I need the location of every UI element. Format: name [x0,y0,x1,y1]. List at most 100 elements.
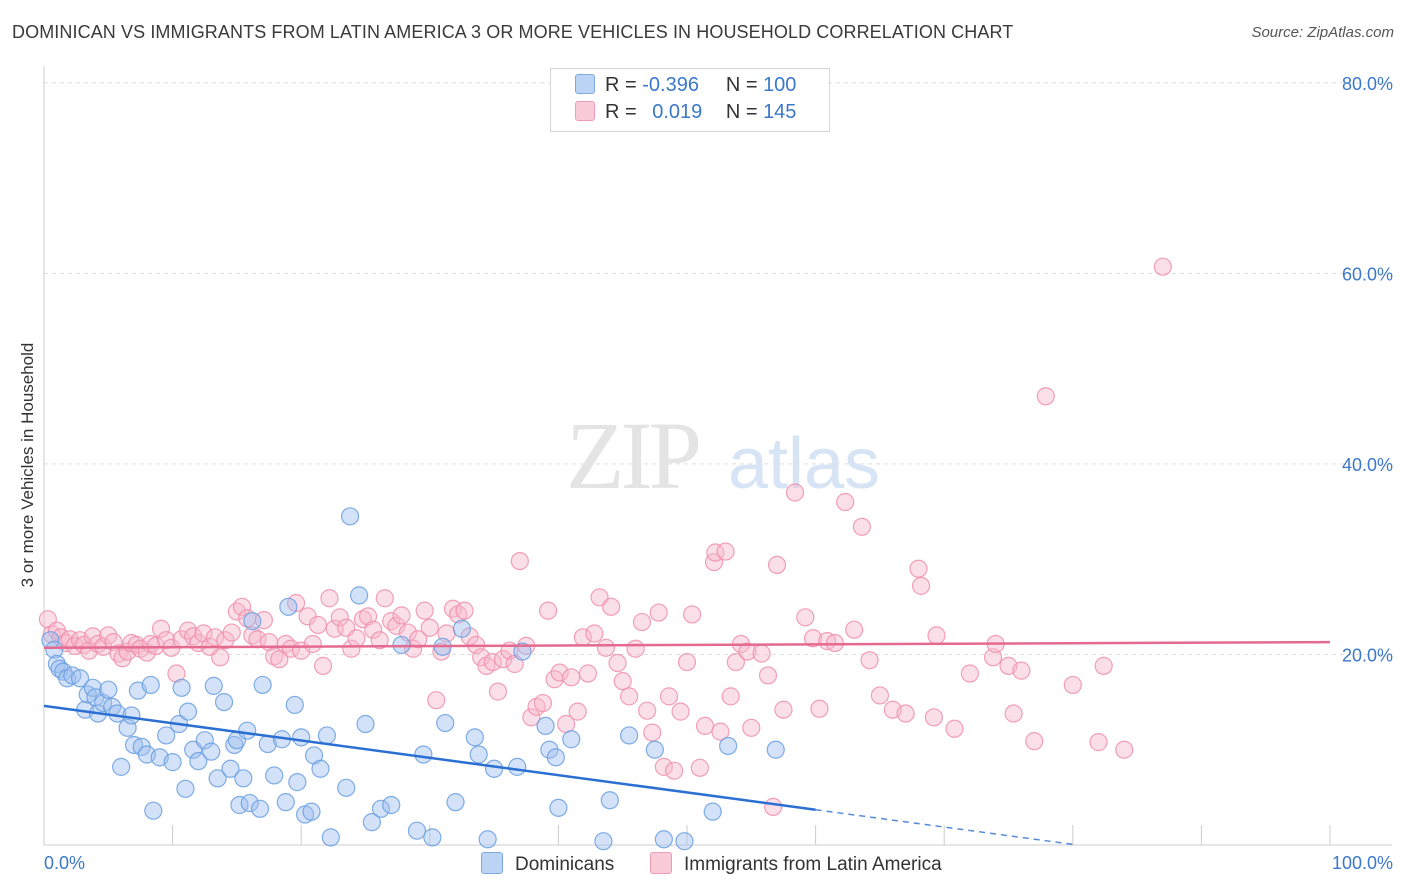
data-point-dominicans [719,736,738,756]
data-point-latin [387,616,406,635]
data-point-latin [1025,732,1044,751]
data-point-dominicans [407,821,427,840]
data-point-dominicans [508,757,527,776]
y-tick-label: 60.0% [1342,264,1393,284]
legend-r-label: R = [605,101,637,123]
data-point-latin [1036,387,1055,406]
data-point-latin [1089,733,1108,752]
legend-label-dominicans: Dominicans [515,854,615,875]
data-point-latin [270,650,289,669]
legend-swatch-pink [650,852,672,874]
legend-r-label: R = [605,74,637,96]
data-point-latin [533,693,553,713]
data-point-latin [711,722,730,741]
data-point-latin [752,644,771,663]
data-point-latin [483,652,502,672]
data-point-dominicans [144,801,163,820]
data-point-dominicans [157,726,176,745]
y-axis-label-wrap: 3 or more Vehicles in Household [18,343,38,588]
legend-row-dominicans: R = -0.396 N = 100 [575,74,796,100]
chart-title: DOMINICAN VS IMMIGRANTS FROM LATIN AMERI… [12,22,1014,42]
data-point-dominicans [234,769,253,788]
data-point-latin [803,629,823,648]
data-point-latin [539,601,558,620]
data-point-dominicans [562,730,581,749]
data-point-latin [649,603,668,622]
data-point-latin [342,639,361,658]
data-point-latin [927,626,946,645]
data-point-dominicans [45,640,64,659]
legend-r-value: 0.019 [652,101,703,123]
y-tick-label: 80.0% [1342,74,1393,94]
data-point-latin [721,687,740,706]
x-tick-label: 0.0% [44,853,85,873]
data-point-latin [427,691,446,710]
data-point-dominicans [221,759,240,778]
data-point-dominicans [112,757,131,776]
data-point-dominicans [208,769,227,788]
legend-r-value: -0.396 [642,74,699,96]
data-point-dominicans [371,799,391,818]
data-point-dominicans [70,669,90,688]
data-point-dominicans [243,612,262,631]
data-point-dominicans [276,793,295,812]
data-point-latin [638,701,657,720]
data-point-latin [690,758,709,777]
data-point-latin [364,620,383,639]
data-point-latin [313,656,333,675]
data-point-dominicans [356,714,375,734]
data-point-dominicans [340,507,360,526]
data-point-dominicans [703,802,722,821]
data-point-dominicans [536,716,555,736]
data-point-dominicans [414,745,433,764]
tick-labels: 20.0% 40.0% 60.0% 80.0% 0.0% 100.0% [44,74,1393,873]
data-point-dominicans [250,799,270,818]
legend-n-label: N = [725,74,758,96]
data-point-latin [178,621,198,640]
data-point-dominicans [176,779,195,798]
data-point-latin [726,652,745,672]
data-point-latin [738,642,757,661]
data-point-latin [211,648,230,667]
data-point-latin [683,605,702,624]
data-point-latin [308,615,328,635]
data-point-dominicans [302,802,321,821]
data-point-dominicans [195,731,214,750]
data-point-latin [665,761,684,780]
data-point-latin [167,664,186,683]
data-point-latin [810,699,829,718]
data-point-latin [677,652,697,672]
legend-swatch-pink [575,101,595,121]
data-point-latin [578,664,598,683]
data-point-dominicans [362,813,382,832]
data-point-dominicans [94,693,113,713]
data-point-latin [488,682,508,701]
data-point-latin [522,708,541,727]
data-point-latin [626,639,645,658]
data-point-latin [409,630,428,649]
data-point-latin [654,757,673,776]
data-point-latin [347,629,366,648]
watermark-zip: ZIP [566,402,699,509]
data-point-dominicans [485,759,504,778]
data-point-dominicans [337,778,356,797]
data-point-dominicans [540,740,559,759]
data-point-dominicans [240,793,259,813]
data-point-latin [222,623,241,642]
data-point-latin [671,702,690,721]
data-point-dominicans [292,728,311,747]
data-point-latin [330,608,349,627]
data-point-latin [472,648,491,667]
data-point-latin [632,612,652,632]
data-point-latin [608,653,627,673]
data-point-latin [945,719,964,738]
data-point-latin [1094,656,1113,675]
legend-item-latin: Immigrants from Latin America [650,852,942,876]
data-point-dominicans [204,676,223,695]
data-point-dominicans [178,702,198,721]
legend-row-latin: R = 0.019 N = 145 [575,101,796,127]
data-point-dominicans [47,654,66,674]
data-point-dominicans [546,748,565,767]
points-dominicans [41,507,785,851]
